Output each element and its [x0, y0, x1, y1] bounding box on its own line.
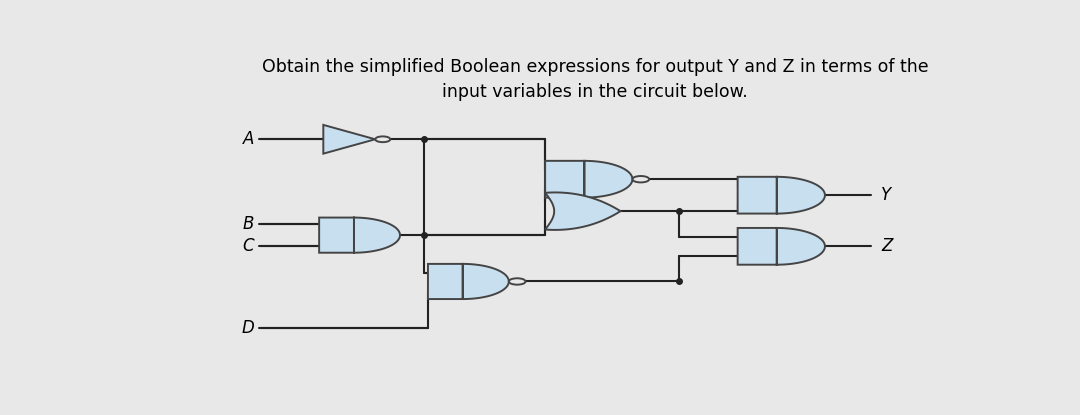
- Polygon shape: [428, 264, 509, 299]
- Text: Z: Z: [881, 237, 892, 255]
- Polygon shape: [738, 177, 825, 214]
- Polygon shape: [323, 125, 375, 154]
- Text: B: B: [243, 215, 254, 233]
- Text: A: A: [243, 130, 254, 148]
- Text: Y: Y: [881, 186, 891, 204]
- Circle shape: [509, 278, 526, 285]
- Text: Obtain the simplified Boolean expressions for output Y and Z in terms of the: Obtain the simplified Boolean expression…: [262, 58, 929, 76]
- Circle shape: [375, 137, 390, 142]
- Polygon shape: [545, 161, 633, 198]
- Polygon shape: [738, 228, 825, 265]
- Polygon shape: [320, 217, 400, 253]
- Text: C: C: [242, 237, 254, 255]
- Circle shape: [633, 176, 649, 183]
- Polygon shape: [545, 193, 620, 230]
- Text: D: D: [241, 319, 254, 337]
- Text: input variables in the circuit below.: input variables in the circuit below.: [443, 83, 748, 101]
